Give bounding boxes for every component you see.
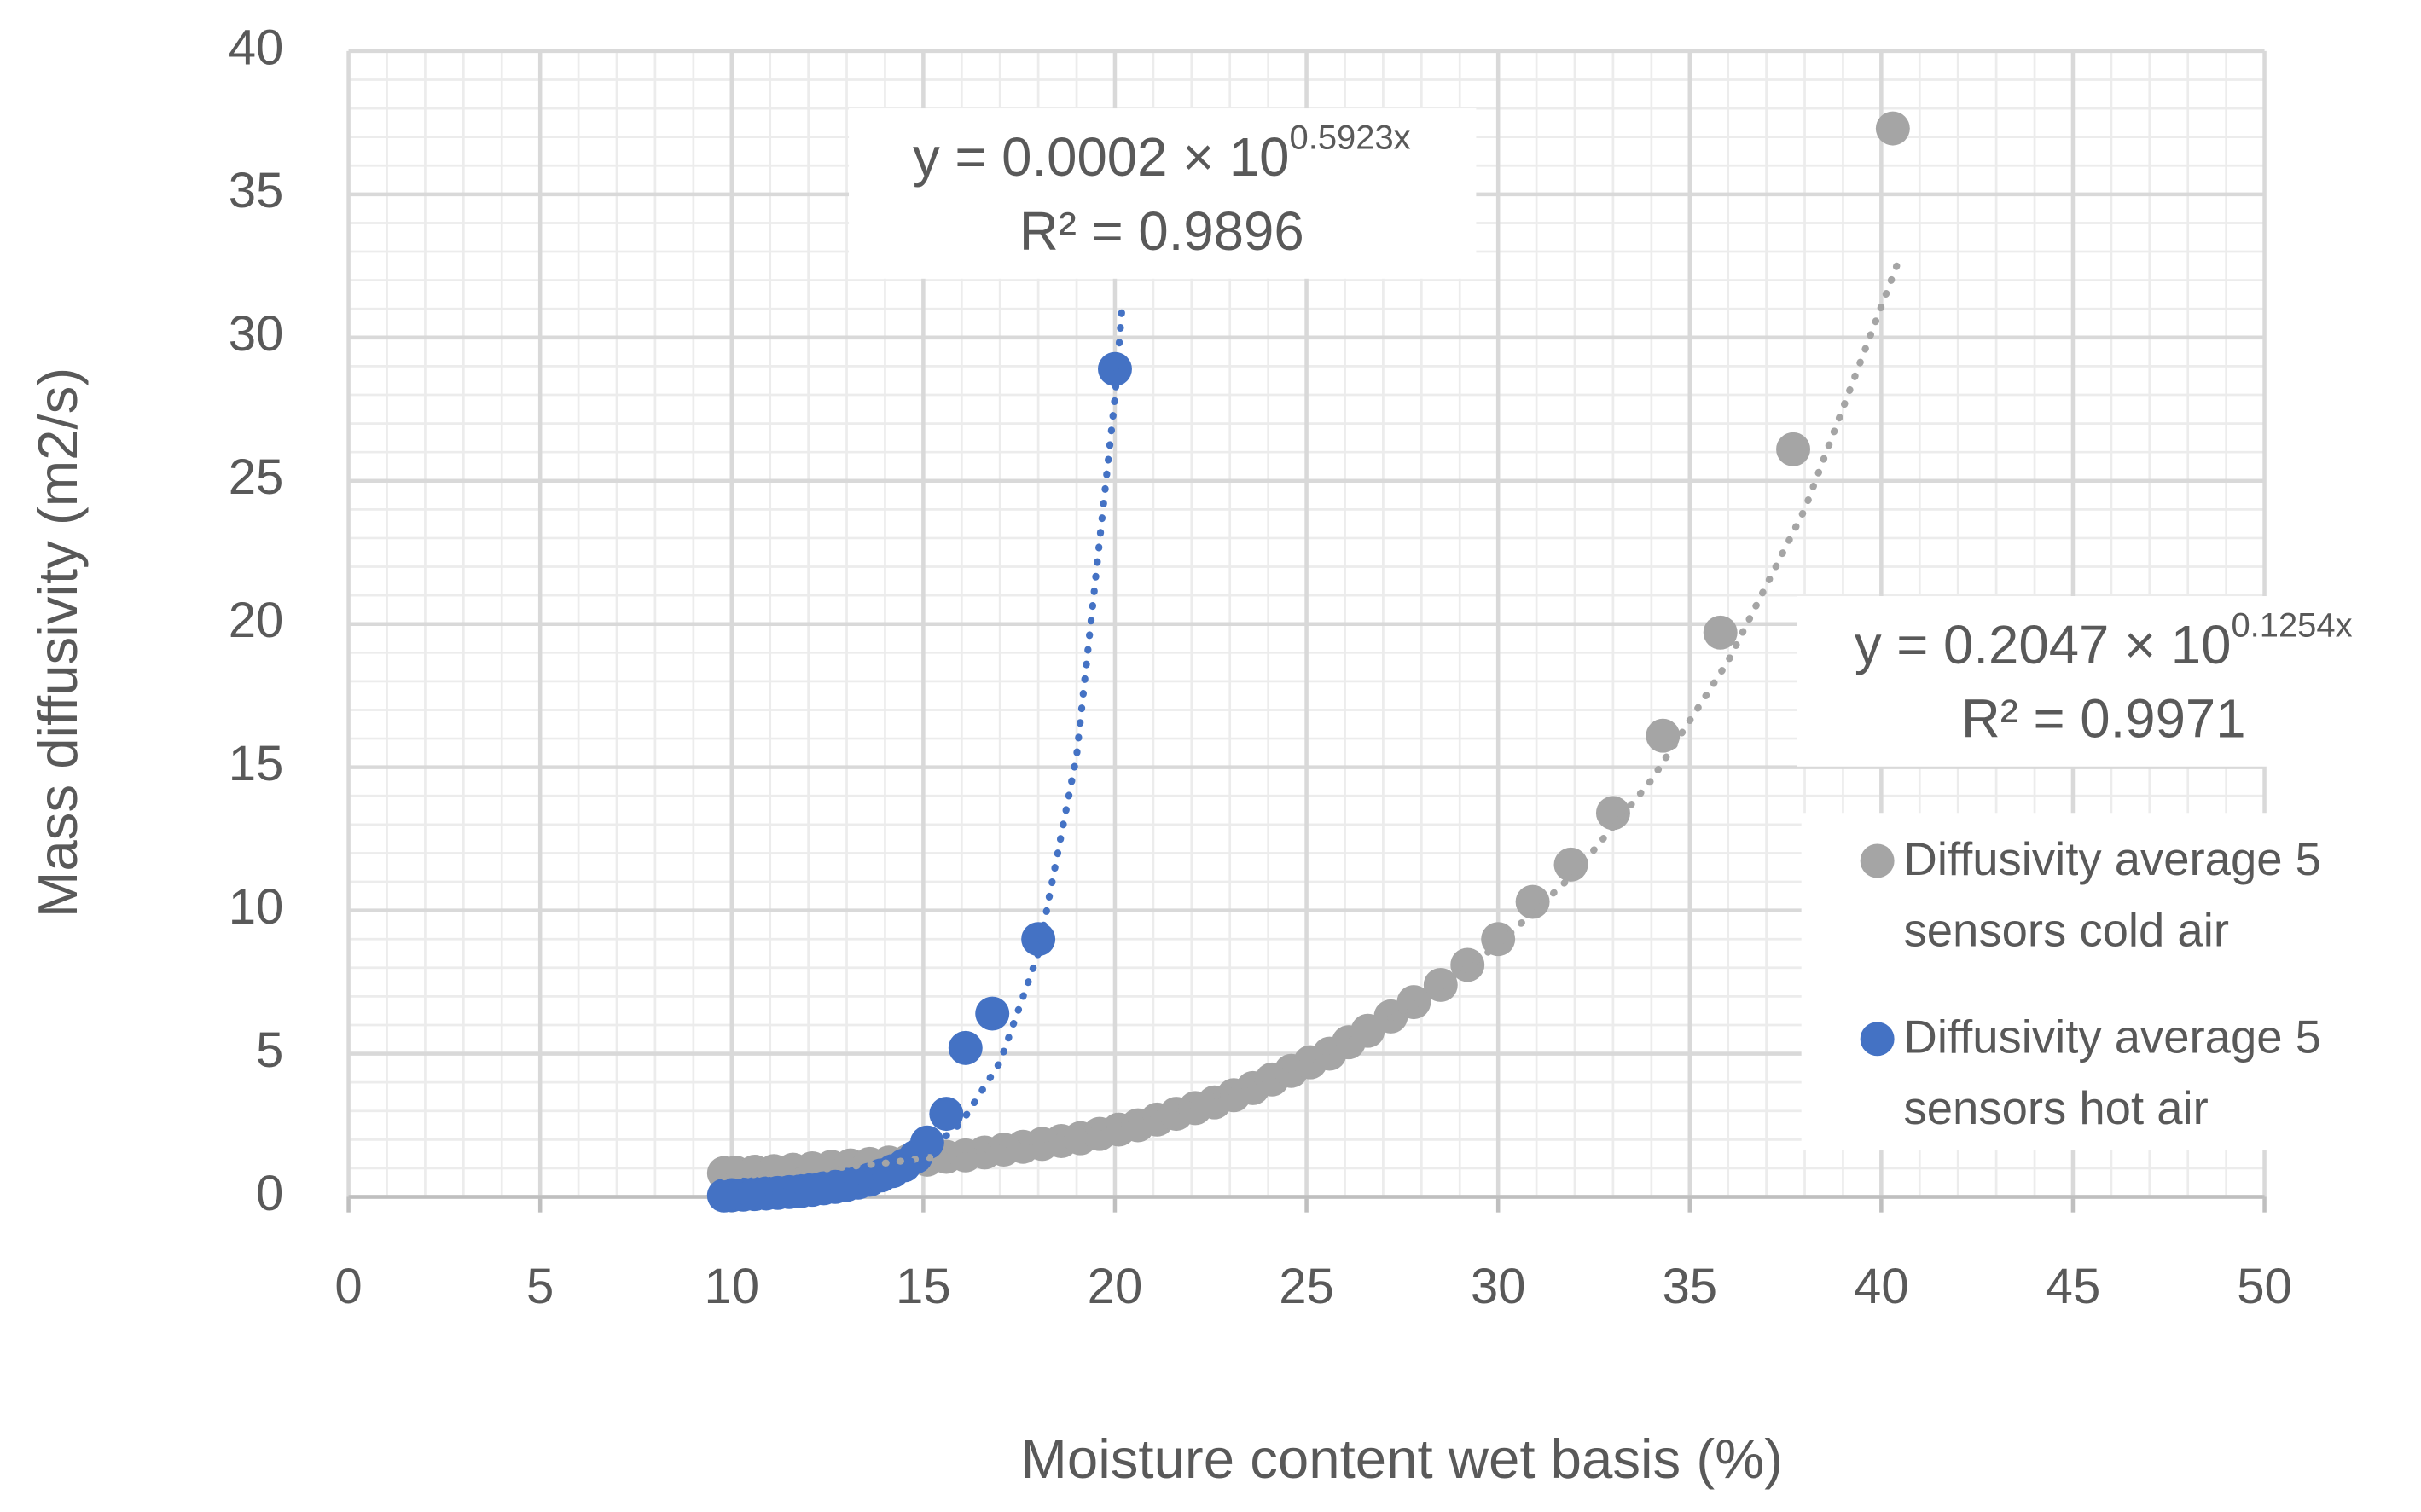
legend-label: Diffusivity average 5 sensors cold air <box>1903 834 2321 958</box>
legend-label: Diffusivity average 5 sensors hot air <box>1903 1012 2321 1135</box>
point <box>1553 847 1588 882</box>
x-tick-label: 40 <box>1854 1259 1909 1314</box>
point <box>1875 111 1910 146</box>
y-tick-label: 20 <box>229 593 284 648</box>
point <box>975 996 1010 1031</box>
point <box>929 1097 964 1132</box>
r-squared: R² = 0.9896 <box>1019 201 1304 262</box>
equation: y = 0.0002 × 100.5923x <box>913 119 1411 188</box>
point <box>948 1030 983 1065</box>
y-tick-label: 10 <box>229 879 284 935</box>
equation-box <box>1797 596 2413 767</box>
x-tick-label: 0 <box>334 1259 362 1314</box>
equation-box <box>849 108 1477 279</box>
equation-exponent: 0.1254x <box>2231 606 2352 644</box>
x-tick-label: 50 <box>2237 1259 2292 1314</box>
legend-box <box>1801 813 2421 1151</box>
point <box>1776 432 1811 466</box>
legend-marker <box>1860 843 1895 878</box>
r-squared: R² = 0.9971 <box>1961 689 2246 750</box>
point <box>1515 884 1550 919</box>
y-axis-title: Mass diffusivity (m2/s) <box>26 368 89 918</box>
x-tick-label: 20 <box>1088 1259 1143 1314</box>
point <box>1703 615 1738 650</box>
x-tick-label: 5 <box>526 1259 554 1314</box>
equation-exponent: 0.5923x <box>1290 119 1411 156</box>
y-tick-label: 15 <box>229 736 284 791</box>
point <box>909 1125 944 1160</box>
x-tick-label: 25 <box>1279 1259 1334 1314</box>
y-tick-label: 0 <box>256 1166 283 1221</box>
x-axis-title: Moisture content wet basis (%) <box>1020 1428 1783 1490</box>
point <box>1595 796 1630 831</box>
equation-text: y = 0.2047 × 10 <box>1855 615 2232 675</box>
equation: y = 0.2047 × 100.1254x <box>1855 606 2353 675</box>
trendline <box>720 297 1127 1199</box>
y-tick-label: 35 <box>229 163 284 218</box>
point <box>1450 947 1485 982</box>
y-tick-label: 5 <box>256 1022 283 1078</box>
y-tick-label: 30 <box>229 306 284 362</box>
equation-text: y = 0.0002 × 10 <box>913 127 1290 188</box>
x-tick-label: 10 <box>704 1259 759 1314</box>
x-tick-label: 15 <box>896 1259 951 1314</box>
y-tick-label: 25 <box>229 449 284 505</box>
x-tick-label: 45 <box>2046 1259 2101 1314</box>
trendline <box>720 262 1901 1181</box>
plot <box>706 111 1910 1213</box>
point <box>1481 922 1516 957</box>
legend-item: Diffusivity average 5 sensors hot air <box>1903 1012 2321 1135</box>
legend-item: Diffusivity average 5 sensors cold air <box>1903 834 2321 958</box>
x-tick-label: 35 <box>1662 1259 1717 1314</box>
y-tick-label: 40 <box>229 20 284 75</box>
x-tick-label: 30 <box>1471 1259 1526 1314</box>
legend-marker <box>1860 1022 1895 1057</box>
